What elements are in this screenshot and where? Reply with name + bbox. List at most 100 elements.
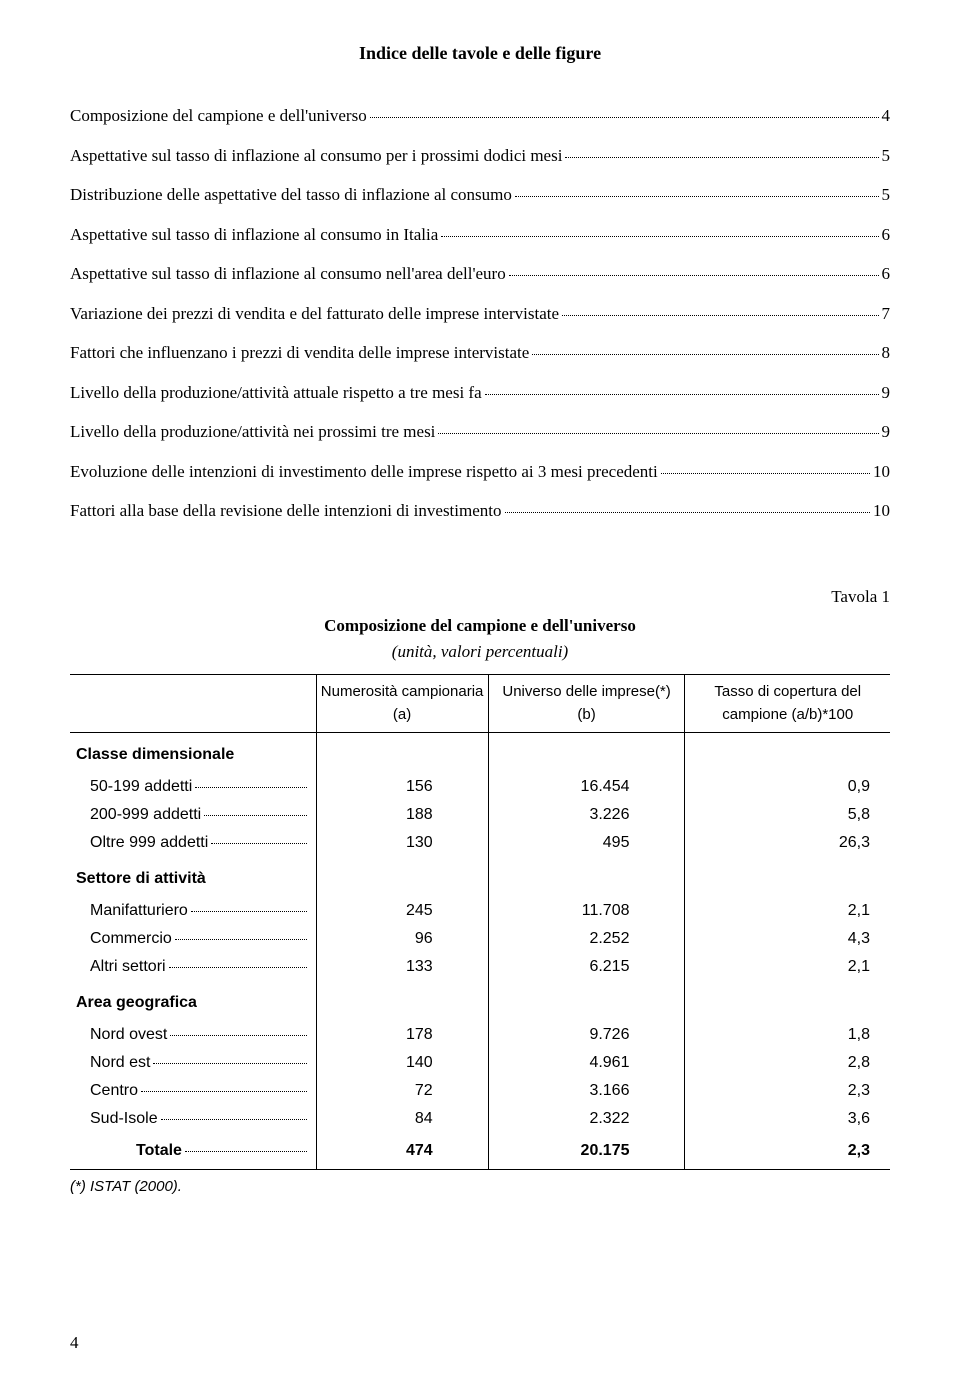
cell-b: 4.961	[488, 1049, 685, 1077]
table-section-header: Classe dimensionale	[70, 733, 890, 774]
table-footnote: (*) ISTAT (2000).	[70, 1176, 890, 1199]
row-leader-dots	[204, 815, 306, 816]
table-number-label: Tavola 1	[70, 584, 890, 610]
cell-c: 2,1	[685, 953, 890, 981]
row-label: Sud-Isole	[90, 1107, 158, 1131]
cell-b: 495	[488, 829, 685, 857]
cell-a: 84	[316, 1105, 488, 1133]
row-leader-dots	[141, 1091, 306, 1092]
toc-entry: Distribuzione delle aspettative del tass…	[70, 182, 890, 208]
table-row: 50-199 addetti 15616.4540,9	[70, 773, 890, 801]
toc-entry: Aspettative sul tasso di inflazione al c…	[70, 143, 890, 169]
total-row: Totale47420.1752,3	[70, 1133, 890, 1170]
toc-leader-dots	[505, 512, 871, 513]
toc-entry-page: 5	[882, 143, 891, 169]
row-leader-dots	[191, 911, 307, 912]
toc-entry: Fattori alla base della revisione delle …	[70, 498, 890, 524]
toc-entry-page: 6	[882, 261, 891, 287]
row-leader-dots	[170, 1035, 306, 1036]
row-label: 50-199 addetti	[90, 775, 192, 799]
table-subtitle: (unità, valori percentuali)	[70, 639, 890, 665]
total-a: 474	[316, 1133, 488, 1170]
toc-leader-dots	[438, 433, 878, 434]
toc-entry-page: 10	[873, 498, 890, 524]
header-empty	[70, 675, 316, 733]
cell-a: 72	[316, 1077, 488, 1105]
cell-b: 11.708	[488, 897, 685, 925]
cell-a: 188	[316, 801, 488, 829]
cell-c: 5,8	[685, 801, 890, 829]
table-row: Sud-Isole842.3223,6	[70, 1105, 890, 1133]
toc-entry-page: 9	[882, 380, 891, 406]
toc-entry: Livello della produzione/attività attual…	[70, 380, 890, 406]
table-of-contents: Composizione del campione e dell'univers…	[70, 103, 890, 524]
toc-entry-page: 7	[882, 301, 891, 327]
toc-leader-dots	[562, 315, 878, 316]
table-row: Nord ovest 1789.7261,8	[70, 1021, 890, 1049]
row-label: Nord est	[90, 1051, 150, 1075]
toc-entry-page: 9	[882, 419, 891, 445]
header-col-b: Universo delle imprese(*) (b)	[488, 675, 685, 733]
cell-c: 2,3	[685, 1077, 890, 1105]
header-col-a: Numerosità campionaria (a)	[316, 675, 488, 733]
composition-table: Numerosità campionaria (a) Universo dell…	[70, 674, 890, 1170]
toc-leader-dots	[565, 157, 878, 158]
cell-b: 3.166	[488, 1077, 685, 1105]
cell-c: 1,8	[685, 1021, 890, 1049]
row-leader-dots	[153, 1063, 306, 1064]
table-row: Nord est1404.9612,8	[70, 1049, 890, 1077]
toc-entry-label: Aspettative sul tasso di inflazione al c…	[70, 222, 438, 248]
cell-c: 3,6	[685, 1105, 890, 1133]
toc-leader-dots	[485, 394, 879, 395]
header-col-c: Tasso di copertura del campione (a/b)*10…	[685, 675, 890, 733]
toc-entry: Livello della produzione/attività nei pr…	[70, 419, 890, 445]
toc-entry-label: Variazione dei prezzi di vendita e del f…	[70, 301, 559, 327]
table-section-header: Settore di attività	[70, 857, 890, 897]
toc-entry: Aspettative sul tasso di inflazione al c…	[70, 222, 890, 248]
toc-entry-label: Fattori che influenzano i prezzi di vend…	[70, 340, 529, 366]
cell-a: 140	[316, 1049, 488, 1077]
cell-b: 9.726	[488, 1021, 685, 1049]
section-name: Area geografica	[70, 981, 316, 1021]
toc-entry-page: 10	[873, 459, 890, 485]
row-leader-dots	[195, 787, 306, 788]
toc-entry: Composizione del campione e dell'univers…	[70, 103, 890, 129]
cell-a: 245	[316, 897, 488, 925]
toc-entry-page: 5	[882, 182, 891, 208]
row-leader-dots	[211, 843, 306, 844]
cell-a: 156	[316, 773, 488, 801]
row-leader-dots	[175, 939, 307, 940]
toc-entry-page: 8	[882, 340, 891, 366]
toc-entry-label: Composizione del campione e dell'univers…	[70, 103, 367, 129]
row-label: Nord ovest	[90, 1023, 167, 1047]
section-name: Classe dimensionale	[70, 733, 316, 774]
toc-entry-label: Aspettative sul tasso di inflazione al c…	[70, 261, 506, 287]
toc-entry: Fattori che influenzano i prezzi di vend…	[70, 340, 890, 366]
toc-entry: Aspettative sul tasso di inflazione al c…	[70, 261, 890, 287]
toc-entry-page: 6	[882, 222, 891, 248]
table-row: Commercio962.2524,3	[70, 925, 890, 953]
row-label: 200-999 addetti	[90, 803, 201, 827]
cell-c: 0,9	[685, 773, 890, 801]
cell-b: 16.454	[488, 773, 685, 801]
toc-leader-dots	[509, 275, 879, 276]
cell-a: 178	[316, 1021, 488, 1049]
table-title: Composizione del campione e dell'univers…	[70, 613, 890, 639]
cell-c: 26,3	[685, 829, 890, 857]
toc-entry-label: Livello della produzione/attività attual…	[70, 380, 482, 406]
toc-entry-page: 4	[882, 103, 891, 129]
table-row: Oltre 999 addetti13049526,3	[70, 829, 890, 857]
toc-entry-label: Fattori alla base della revisione delle …	[70, 498, 502, 524]
toc-entry: Evoluzione delle intenzioni di investime…	[70, 459, 890, 485]
table-row: Centro723.1662,3	[70, 1077, 890, 1105]
table-row: 200-999 addetti1883.2265,8	[70, 801, 890, 829]
toc-leader-dots	[661, 473, 870, 474]
cell-c: 4,3	[685, 925, 890, 953]
page-title: Indice delle tavole e delle figure	[70, 40, 890, 67]
section-name: Settore di attività	[70, 857, 316, 897]
table-row: Altri settori1336.2152,1	[70, 953, 890, 981]
total-c: 2,3	[685, 1133, 890, 1170]
table-section-header: Area geografica	[70, 981, 890, 1021]
page-number: 4	[70, 1330, 79, 1356]
cell-a: 133	[316, 953, 488, 981]
